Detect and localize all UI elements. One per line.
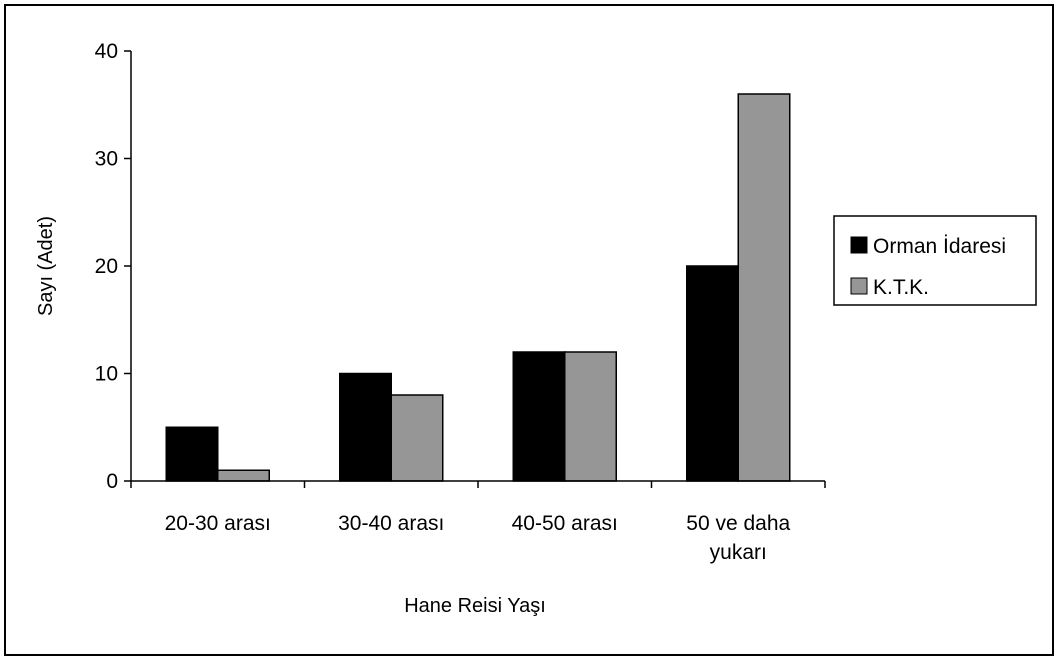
legend-swatch-ktk [850, 277, 868, 295]
x-tick-label-4: 50 ve daha yukarı [686, 512, 790, 564]
legend-label-orman: Orman İdaresi [873, 235, 1006, 258]
y-tick-label-20: 20 [95, 255, 118, 278]
legend: Orman İdaresi K.T.K. [833, 215, 1037, 306]
bar-orman-1 [165, 426, 219, 482]
y-tick-label-40: 40 [95, 40, 118, 63]
legend-item-ktk: K.T.K. [850, 276, 929, 299]
bar-ktk-2 [390, 394, 444, 482]
legend-swatch-orman [850, 236, 868, 254]
x-tick-label-3: 40-50 arası [512, 512, 618, 535]
chart-frame [4, 4, 1054, 656]
bar-ktk-4 [737, 93, 791, 482]
x-tick-label-1: 20-30 arası [165, 512, 271, 535]
bar-orman-4 [686, 265, 739, 482]
x-axis-title: Hane Reisi Yaşı [404, 595, 546, 617]
bars-layer [165, 93, 791, 482]
legend-box [833, 215, 1037, 306]
y-axis-title: Sayı (Adet) [35, 216, 57, 316]
bar-orman-2 [339, 372, 392, 482]
legend-item-orman: Orman İdaresi [850, 235, 1006, 258]
y-tick-label-30: 30 [95, 148, 118, 171]
legend-label-ktk: K.T.K. [873, 276, 929, 299]
y-tick-label-10: 10 [95, 363, 118, 386]
x-tick-label-2: 30-40 arası [338, 512, 444, 535]
axes-layer: 0 10 20 30 40 20-30 arası 30-40 arası 40-50 ara… [95, 40, 826, 564]
bar-ktk-1 [217, 469, 270, 482]
bar-orman-3 [512, 351, 566, 482]
bar-ktk-3 [564, 351, 617, 482]
y-tick-label-0: 0 [106, 470, 118, 493]
